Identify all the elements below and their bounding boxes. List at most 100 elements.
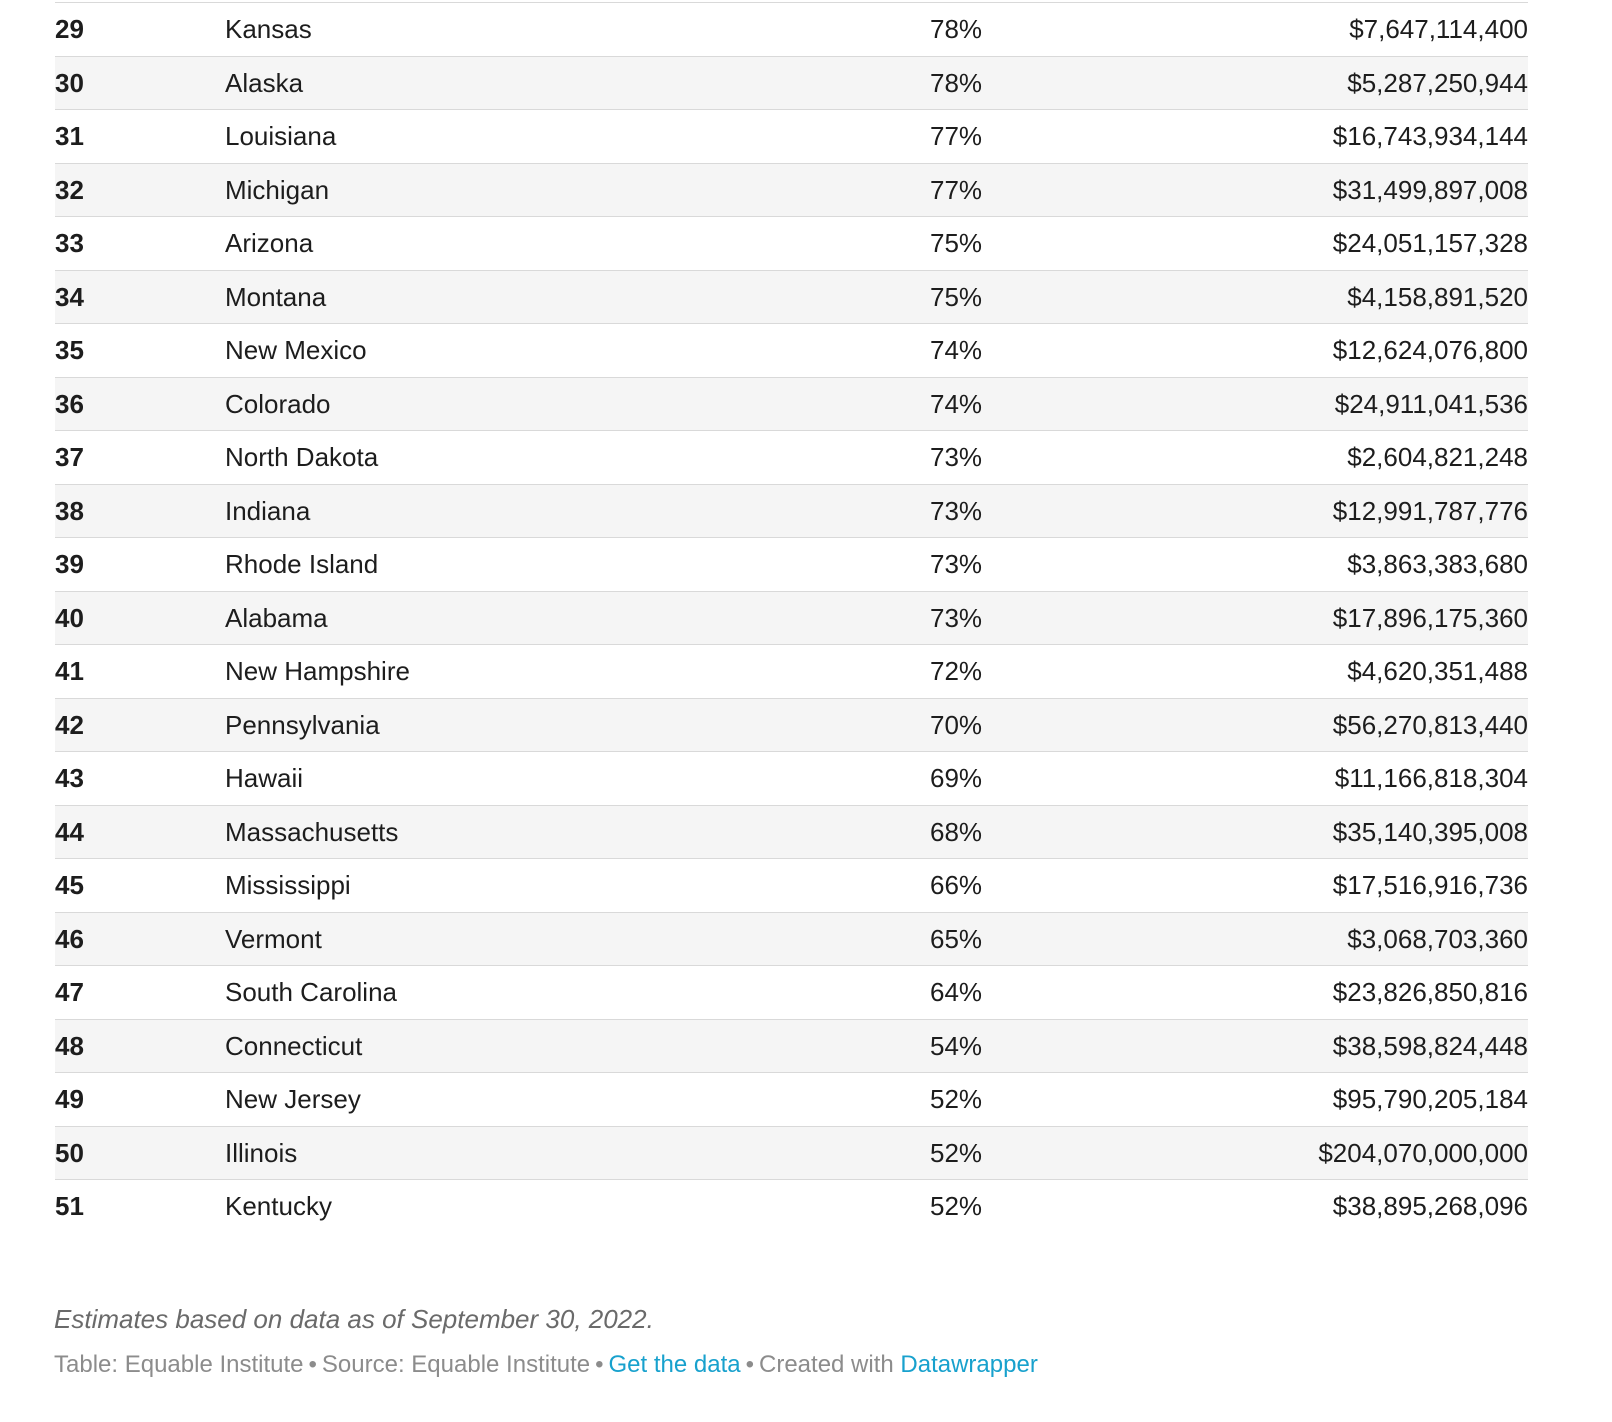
- funded-ratio-cell: 73%: [930, 483, 1050, 538]
- funded-ratio-cell: 66%: [930, 858, 1050, 912]
- unfunded-amount-cell: $35,140,395,008: [1050, 804, 1528, 859]
- table-row: 40 Alabama 73% $17,896,175,360: [55, 590, 1528, 645]
- state-cell: Illinois: [225, 1125, 930, 1180]
- funded-ratio-cell: 70%: [930, 697, 1050, 752]
- unfunded-amount-cell: $4,620,351,488: [1050, 644, 1528, 698]
- table-row: 41 New Hampshire 72% $4,620,351,488: [55, 644, 1528, 698]
- rank-cell: 45: [55, 858, 225, 912]
- state-cell: South Carolina: [225, 965, 930, 1019]
- separator-dot: •: [595, 1350, 604, 1378]
- funded-ratio-cell: 78%: [930, 2, 1050, 56]
- unfunded-amount-cell: $12,624,076,800: [1050, 323, 1528, 377]
- state-cell: Louisiana: [225, 109, 930, 163]
- table-body: 29 Kansas 78% $7,647,114,400 30 Alaska 78% $5,2…: [55, 2, 1528, 1233]
- rank-cell: 42: [55, 697, 225, 752]
- unfunded-amount-cell: $24,051,157,328: [1050, 216, 1528, 270]
- state-cell: Hawaii: [225, 751, 930, 805]
- table-row: 44 Massachusetts 68% $35,140,395,008: [55, 804, 1528, 859]
- funded-ratio-cell: 52%: [930, 1072, 1050, 1126]
- unfunded-amount-cell: $7,647,114,400: [1050, 2, 1528, 56]
- rank-cell: 41: [55, 644, 225, 698]
- state-cell: Pennsylvania: [225, 697, 930, 752]
- funded-ratio-cell: 75%: [930, 269, 1050, 324]
- state-cell: Alaska: [225, 55, 930, 110]
- get-the-data-link[interactable]: Get the data: [608, 1350, 741, 1378]
- table-row: 42 Pennsylvania 70% $56,270,813,440: [55, 697, 1528, 752]
- state-cell: Indiana: [225, 483, 930, 538]
- state-cell: New Jersey: [225, 1072, 930, 1126]
- datawrapper-link[interactable]: Datawrapper: [900, 1350, 1038, 1378]
- created-with-text: Created with: [759, 1350, 894, 1378]
- rank-cell: 39: [55, 537, 225, 591]
- funded-ratio-cell: 73%: [930, 430, 1050, 484]
- unfunded-amount-cell: $3,068,703,360: [1050, 911, 1528, 966]
- rank-cell: 47: [55, 965, 225, 1019]
- rank-cell: 44: [55, 804, 225, 859]
- state-cell: Rhode Island: [225, 537, 930, 591]
- funded-ratio-cell: 77%: [930, 162, 1050, 217]
- state-cell: New Hampshire: [225, 644, 930, 698]
- unfunded-amount-cell: $23,826,850,816: [1050, 965, 1528, 1019]
- rank-cell: 31: [55, 109, 225, 163]
- state-cell: Alabama: [225, 590, 930, 645]
- funded-ratio-cell: 78%: [930, 55, 1050, 110]
- separator-dot: •: [745, 1350, 754, 1378]
- table-row: 51 Kentucky 52% $38,895,268,096: [55, 1179, 1528, 1233]
- rank-cell: 46: [55, 911, 225, 966]
- table-row: 38 Indiana 73% $12,991,787,776: [55, 483, 1528, 538]
- rank-cell: 29: [55, 2, 225, 56]
- rank-cell: 36: [55, 376, 225, 431]
- unfunded-amount-cell: $95,790,205,184: [1050, 1072, 1528, 1126]
- attribution-line: Table: Equable Institute • Source: Equable…: [54, 1351, 1612, 1379]
- unfunded-amount-cell: $5,287,250,944: [1050, 55, 1528, 110]
- state-cell: Mississippi: [225, 858, 930, 912]
- state-pension-table: 29 Kansas 78% $7,647,114,400 30 Alaska 78% $5,2…: [55, 2, 1528, 1233]
- rank-cell: 34: [55, 269, 225, 324]
- funded-ratio-cell: 73%: [930, 537, 1050, 591]
- table-row: 33 Arizona 75% $24,051,157,328: [55, 216, 1528, 270]
- unfunded-amount-cell: $16,743,934,144: [1050, 109, 1528, 163]
- unfunded-amount-cell: $38,598,824,448: [1050, 1018, 1528, 1073]
- unfunded-amount-cell: $11,166,818,304: [1050, 751, 1528, 805]
- state-cell: Montana: [225, 269, 930, 324]
- table-row: 49 New Jersey 52% $95,790,205,184: [55, 1072, 1528, 1126]
- table-row: 37 North Dakota 73% $2,604,821,248: [55, 430, 1528, 484]
- rank-cell: 40: [55, 590, 225, 645]
- funded-ratio-cell: 74%: [930, 376, 1050, 431]
- table-row: 34 Montana 75% $4,158,891,520: [55, 269, 1528, 324]
- unfunded-amount-cell: $12,991,787,776: [1050, 483, 1528, 538]
- table-row: 50 Illinois 52% $204,070,000,000: [55, 1125, 1528, 1180]
- unfunded-amount-cell: $204,070,000,000: [1050, 1125, 1528, 1180]
- table-credit: Table: Equable Institute: [54, 1350, 304, 1378]
- unfunded-amount-cell: $24,911,041,536: [1050, 376, 1528, 431]
- table-row: 35 New Mexico 74% $12,624,076,800: [55, 323, 1528, 377]
- state-cell: Michigan: [225, 162, 930, 217]
- rank-table: 29 Kansas 78% $7,647,114,400 30 Alaska 78% $5,2…: [55, 2, 1528, 1233]
- state-cell: Vermont: [225, 911, 930, 966]
- rank-cell: 33: [55, 216, 225, 270]
- unfunded-amount-cell: $17,516,916,736: [1050, 858, 1528, 912]
- state-cell: North Dakota: [225, 430, 930, 484]
- unfunded-amount-cell: $38,895,268,096: [1050, 1179, 1528, 1233]
- source-credit: Source: Equable Institute: [321, 1350, 591, 1378]
- state-cell: Arizona: [225, 216, 930, 270]
- unfunded-amount-cell: $2,604,821,248: [1050, 430, 1528, 484]
- rank-cell: 51: [55, 1179, 225, 1233]
- table-note: Estimates based on data as of September …: [54, 1303, 654, 1334]
- table-row: 29 Kansas 78% $7,647,114,400: [55, 2, 1528, 56]
- table-row: 30 Alaska 78% $5,287,250,944: [55, 55, 1528, 110]
- unfunded-amount-cell: $17,896,175,360: [1050, 590, 1528, 645]
- funded-ratio-cell: 52%: [930, 1125, 1050, 1180]
- funded-ratio-cell: 68%: [930, 804, 1050, 859]
- rank-cell: 43: [55, 751, 225, 805]
- table-row: 31 Louisiana 77% $16,743,934,144: [55, 109, 1528, 163]
- rank-cell: 50: [55, 1125, 225, 1180]
- state-cell: Connecticut: [225, 1018, 930, 1073]
- table-row: 43 Hawaii 69% $11,166,818,304: [55, 751, 1528, 805]
- state-cell: Massachusetts: [225, 804, 930, 859]
- separator-dot: •: [308, 1350, 317, 1378]
- funded-ratio-cell: 77%: [930, 109, 1050, 163]
- unfunded-amount-cell: $56,270,813,440: [1050, 697, 1528, 752]
- rank-cell: 48: [55, 1018, 225, 1073]
- funded-ratio-cell: 64%: [930, 965, 1050, 1019]
